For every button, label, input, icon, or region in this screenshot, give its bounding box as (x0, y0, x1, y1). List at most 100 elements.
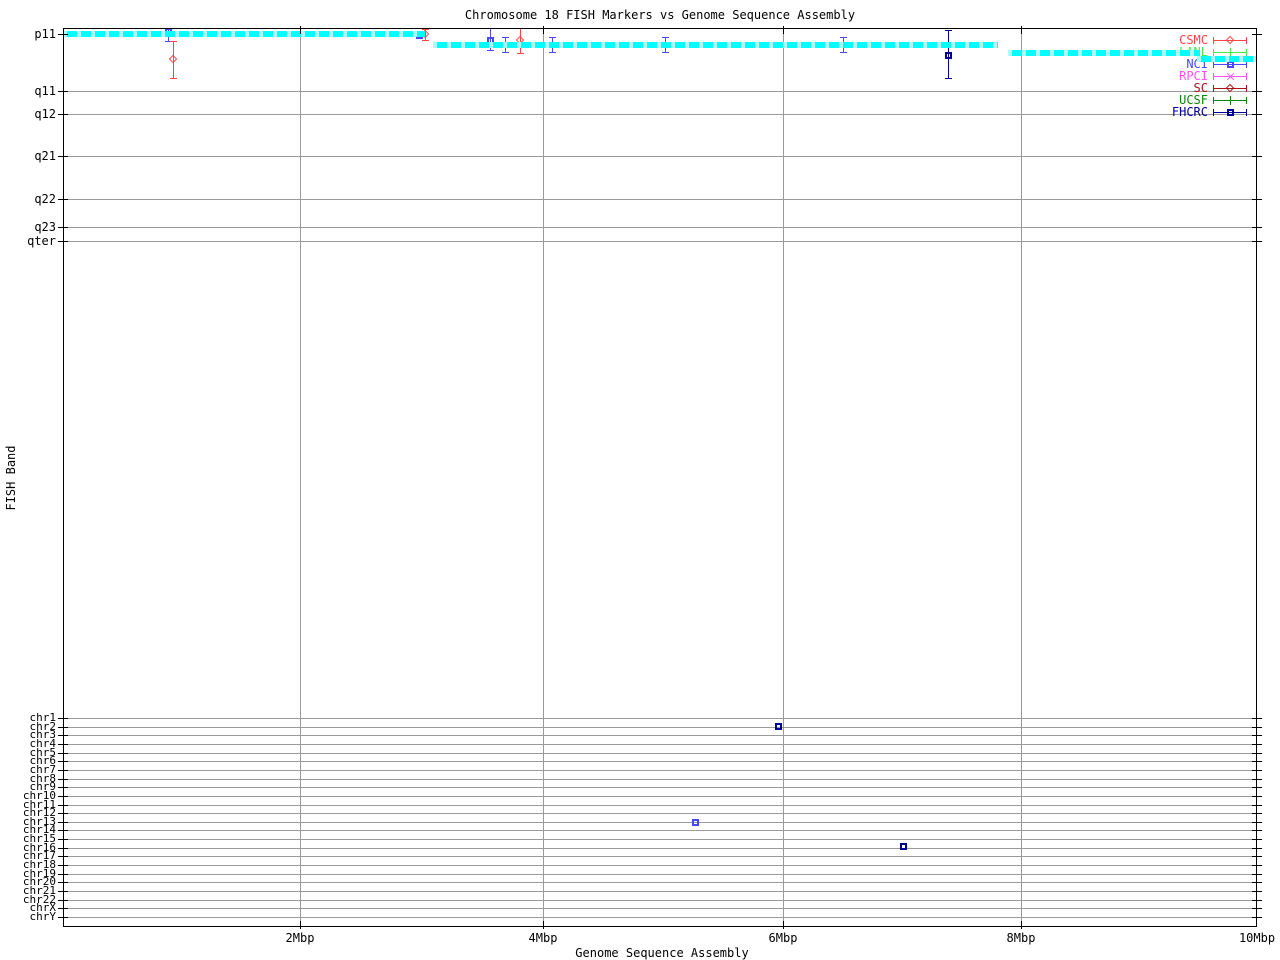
legend-label: SC (1193, 81, 1208, 95)
legend-sample-line (1213, 64, 1247, 65)
y-tick-right (1252, 839, 1262, 840)
y-tick-left (58, 882, 68, 883)
y-tick-right (1252, 822, 1262, 823)
error-bar-cap (502, 37, 509, 38)
error-bar-line (173, 41, 174, 78)
chr-grid-line (63, 787, 1257, 788)
plus-marker-icon (1230, 96, 1231, 105)
chr-row-label: chr6 (29, 754, 57, 767)
y-tick-right (1252, 744, 1262, 745)
y-tick-right (1252, 900, 1262, 901)
y-tick-left (58, 770, 68, 771)
y-tick-right (1252, 796, 1262, 797)
chr-grid-line (63, 813, 1257, 814)
chr-row-label: chr8 (29, 772, 57, 785)
error-bar-cap (422, 40, 429, 41)
legend-sample-cap (1246, 37, 1247, 44)
chr-row-label: chr18 (22, 858, 56, 871)
error-bar-cap (840, 37, 847, 38)
x-tick-bottom (1021, 921, 1022, 929)
square-marker-icon (900, 843, 907, 850)
x-tick-top (543, 26, 544, 34)
chr-grid-line (63, 830, 1257, 831)
y-tick-right (1252, 865, 1262, 866)
chr-row-label: chr15 (22, 832, 56, 845)
x-tick-label: 4Mbp (528, 931, 558, 945)
y-tick-left (58, 787, 68, 788)
y-tick-left (58, 865, 68, 866)
chr-grid-line (63, 882, 1257, 883)
y-tick-right (1252, 848, 1262, 849)
y-tick-left (58, 830, 68, 831)
chr-row-label: chr16 (22, 841, 56, 854)
chr-row-label: chr2 (29, 720, 57, 733)
y-tick-right (1252, 770, 1262, 771)
y-band-label: q22 (34, 192, 56, 206)
chr-grid-line (63, 839, 1257, 840)
chr-grid-line (63, 744, 1257, 745)
x-tick-label: 8Mbp (1006, 931, 1036, 945)
chr-grid-line (63, 874, 1257, 875)
error-bar-cap (165, 41, 172, 42)
square-marker-icon (775, 723, 782, 730)
legend-label: CSMC (1179, 33, 1208, 47)
y-tick-right (1252, 727, 1262, 728)
plot-border (63, 28, 1257, 927)
chr-grid-line (63, 822, 1257, 823)
square-marker-icon (692, 819, 699, 826)
legend-sample-cap (1246, 85, 1247, 92)
chr-grid-line (63, 848, 1257, 849)
error-bar-line (490, 28, 491, 50)
y-tick-left (58, 241, 68, 242)
y-tick-right (1252, 761, 1262, 762)
chr-row-label: chr9 (29, 780, 57, 793)
legend-sample-cap (1213, 37, 1214, 44)
y-tick-right (1252, 156, 1262, 157)
x-tick-label: 2Mbp (285, 931, 315, 945)
y-tick-left (58, 727, 68, 728)
chr-grid-line (63, 770, 1257, 771)
error-bar-line (520, 28, 521, 53)
assembly-segment (63, 31, 425, 37)
legend-label: RPCI (1179, 69, 1208, 83)
legend-sample-cap (1213, 85, 1214, 92)
chr-grid-line (63, 718, 1257, 719)
error-bar-cap (502, 52, 509, 53)
y-tick-left (58, 796, 68, 797)
error-bar-cap (487, 28, 494, 29)
y-tick-right (1252, 34, 1262, 35)
y-tick-left (58, 735, 68, 736)
x-tick-label: 6Mbp (768, 931, 798, 945)
chr-grid-line (63, 900, 1257, 901)
x-grid-line (543, 28, 544, 927)
legend-sample-cap (1246, 73, 1247, 80)
y-tick-left (58, 848, 68, 849)
chr-row-label: chr7 (29, 763, 57, 776)
chr-row-label: chr22 (22, 893, 56, 906)
y-tick-left (58, 891, 68, 892)
y-tick-left (58, 753, 68, 754)
y-tick-right (1252, 114, 1262, 115)
y-tick-left (58, 718, 68, 719)
error-bar-cap (662, 37, 669, 38)
y-tick-right (1252, 813, 1262, 814)
x-tick-bottom (543, 921, 544, 929)
y-axis-title: FISH Band (4, 445, 18, 511)
y-tick-left (58, 779, 68, 780)
legend-sample-cap (1246, 49, 1247, 56)
chr-grid-line (63, 779, 1257, 780)
y-tick-left (58, 874, 68, 875)
error-bar-cap (170, 78, 177, 79)
y-band-label: q23 (34, 220, 56, 234)
y-tick-right (1252, 199, 1262, 200)
chr-row-label: chr13 (22, 815, 56, 828)
y-tick-right (1252, 830, 1262, 831)
chr-row-label: chr17 (22, 849, 56, 862)
x-tick-label: 10Mbp (1238, 931, 1276, 945)
y-tick-right (1252, 917, 1262, 918)
chart-title: Chromosome 18 FISH Markers vs Genome Seq… (464, 8, 856, 22)
x-tick-bottom (783, 921, 784, 929)
square-marker-icon (945, 52, 952, 59)
y-tick-left (58, 761, 68, 762)
